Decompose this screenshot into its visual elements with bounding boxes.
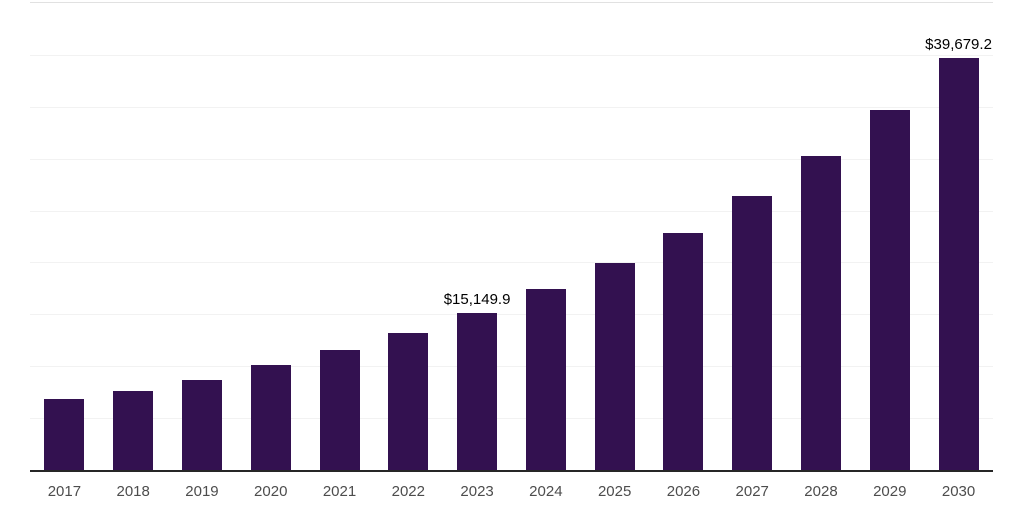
bar-cell-2021 (305, 3, 374, 470)
data-label-2023: $15,149.9 (443, 290, 511, 308)
bar-cell-2025 (580, 3, 649, 470)
x-axis-line (30, 470, 993, 472)
bar-cell-2024 (511, 3, 580, 470)
bar-2021 (319, 349, 360, 470)
x-tick-2030: 2030 (941, 483, 976, 500)
x-tick-2029: 2029 (873, 483, 907, 500)
bar-2019 (181, 379, 222, 470)
bar-2025 (594, 262, 635, 470)
bar-2024 (525, 289, 566, 470)
x-tick-2027: 2027 (735, 483, 769, 500)
bar-2017 (44, 398, 85, 470)
x-tick-2021: 2021 (322, 483, 357, 500)
x-tick-2028: 2028 (804, 483, 838, 500)
x-tick-2022: 2022 (391, 483, 425, 500)
bar-2028 (800, 156, 841, 470)
bar-cell-2017 (30, 3, 99, 470)
bar-cell-2029 (855, 3, 924, 470)
bar-cell-2030: $39,679.2 (924, 3, 993, 470)
bar-2030 (938, 58, 979, 470)
bar-cell-2028 (787, 3, 856, 470)
bar-2027 (732, 196, 773, 470)
bar-2020 (250, 365, 291, 470)
bar-cell-2020 (236, 3, 305, 470)
x-tick-2018: 2018 (116, 483, 150, 500)
bar-2018 (113, 390, 154, 470)
bar-2022 (388, 332, 429, 470)
x-tick-2023: 2023 (460, 483, 494, 500)
bar-cell-2022 (374, 3, 443, 470)
x-tick-2019: 2019 (185, 483, 219, 500)
x-tick-2024: 2024 (529, 483, 563, 500)
bar-cell-2019 (168, 3, 237, 470)
bar-cell-2027 (718, 3, 787, 470)
bar-2029 (869, 110, 910, 470)
bar-cell-2023: $15,149.9 (443, 3, 512, 470)
x-tick-2026: 2026 (666, 483, 701, 500)
x-tick-2020: 2020 (254, 483, 288, 500)
x-axis-labels: 2017 2018 2019 2020 2021 2022 2023 2024 2025 2026… (30, 472, 993, 512)
plot-area: $15,149.9 $39,679.2 (30, 2, 993, 470)
bar-2026 (663, 232, 704, 470)
bar-cell-2018 (99, 3, 168, 470)
x-tick-2025: 2025 (597, 483, 632, 500)
bar-cell-2026 (649, 3, 718, 470)
data-label-2030: $39,679.2 (925, 36, 992, 54)
x-tick-2017: 2017 (47, 483, 82, 500)
bar-2023 (457, 312, 498, 470)
